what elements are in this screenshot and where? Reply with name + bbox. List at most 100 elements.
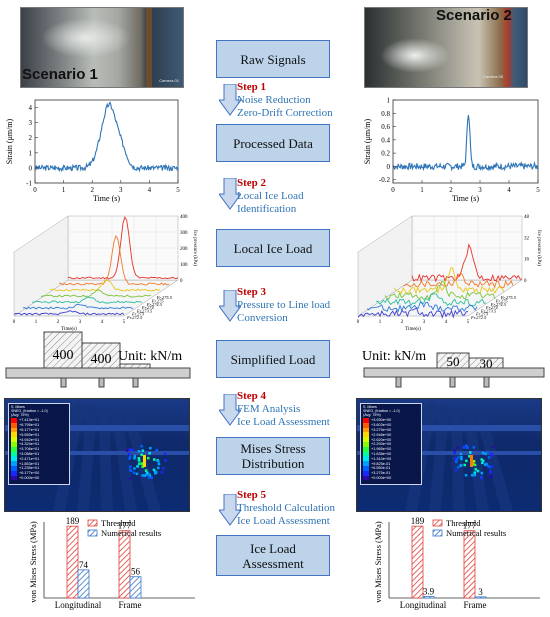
x-axis-label: Time(s) (61, 327, 77, 332)
fem-legend-entry: +1.235e+01 (11, 465, 39, 471)
camera-caption: Camera 01 (159, 78, 179, 83)
frame-series (393, 267, 505, 295)
frame-series (13, 310, 125, 316)
fem-legend: S, Mises SNEG, (fraction = -1.0) (Avg: 7… (360, 403, 422, 485)
camera-caption: Camera 05 (483, 74, 503, 79)
frame-label: Fr.275 (495, 299, 509, 304)
step-2-desc: Local Ice Load Identification (237, 190, 304, 215)
fem-legend-entry: +0.000e+00 (363, 475, 391, 481)
frame-series (366, 301, 478, 313)
down-arrow-icon (219, 84, 241, 116)
fem-legend-entry: +6.177e+00 (11, 470, 39, 476)
z-tick-label: 0 (180, 279, 183, 284)
surface-plot-left: Fr.275.5Fr.275Fr.274.5Fr.274Fr.273.5Fr.2… (13, 215, 197, 332)
y-tick-label: 0 (387, 163, 391, 171)
x-axis-label: Time (s) (452, 194, 479, 203)
x-tick-label: 3 (478, 186, 482, 194)
x-axis-label: Time (s) (93, 194, 120, 203)
bar-value-label: 189 (66, 516, 80, 526)
y-tick-label: 1 (387, 97, 391, 105)
x-tick-label: 1 (62, 186, 66, 194)
y-axis-label: von Mises Stress (MPa) (28, 521, 38, 603)
frame-series (375, 292, 487, 307)
down-arrow-icon (219, 494, 241, 526)
frame-label: Fr.274 (141, 305, 155, 310)
legend-swatch (87, 529, 98, 537)
box-simplified-load: Simplified Load (216, 340, 330, 378)
frame-series (357, 307, 469, 319)
threshold-bar (118, 530, 131, 599)
bar-value-label: 177 (118, 521, 132, 531)
z-axis-label: Ice pressure (kPa) (536, 230, 541, 266)
x-tick-label: 5 (123, 320, 126, 325)
numerical-bar (474, 596, 487, 599)
y-tick-label: 0.2 (381, 150, 390, 158)
y-tick-label: -1 (26, 180, 32, 188)
frame-label: Fr.274.5 (490, 302, 507, 307)
surface-plot-right: Fr.275.5Fr.275Fr.274.5Fr.274Fr.273.5Fr.2… (357, 215, 541, 332)
y-tick-label: 1 (29, 149, 33, 157)
x-tick-label: 3 (79, 320, 82, 325)
frame-series (49, 279, 161, 292)
x-tick-label: 3 (119, 186, 123, 194)
fem-legend-entry: +3.706e+01 (11, 446, 39, 452)
fem-legend-entry: +1.853e+01 (11, 461, 39, 466)
y-tick-label: 2 (29, 134, 33, 142)
x-tick-label: 4 (148, 186, 152, 194)
load-value-2: 400 (91, 352, 112, 367)
x-tick-label: 5 (176, 186, 180, 194)
x-tick-label: 0 (391, 186, 395, 194)
legend-label: Threshold (446, 518, 481, 528)
x-tick-label: 5 (536, 186, 540, 194)
scenario-2-photo: Camera 05 (364, 7, 528, 88)
fem-legend-entry: +3.275e+00 (363, 427, 391, 433)
category-label: Longitudinal (400, 600, 447, 610)
z-tick-label: 32 (524, 236, 530, 241)
numerical-bar (129, 576, 142, 599)
numerical-bar (77, 569, 90, 599)
x-tick-label: 4 (507, 186, 511, 194)
y-tick-label: 3 (29, 119, 33, 127)
box-local-ice-load: Local Ice Load (216, 229, 330, 267)
fem-legend-entry: +4.942e+01 (11, 437, 39, 442)
fem-result-right: S, Mises SNEG, (fraction = -1.0) (Avg: 7… (356, 398, 542, 512)
numerical-bar (422, 596, 435, 599)
x-tick-label: 2 (90, 186, 94, 194)
frame-label: Fr.273.5 (136, 308, 153, 313)
y-tick-label: 4 (29, 104, 33, 112)
bar-value-label: 3 (478, 587, 483, 597)
step-5-desc: Threshold Calculation Ice Load Assessmen… (237, 502, 336, 527)
frame-label: Fr.275.5 (500, 295, 517, 300)
fem-legend-entry: +4.324e+01 (11, 441, 39, 447)
simplified-load-left: 400 400 100 Unit: kN/m (5, 331, 191, 388)
x-tick-label: 4 (101, 320, 104, 325)
z-axis-label: Ice pressure (kPa) (192, 230, 197, 266)
box-mises-stress: Mises Stress Distribution (216, 437, 330, 475)
down-arrow-icon (219, 394, 241, 426)
fem-legend-entry: +0.000e+00 (11, 475, 39, 481)
y-axis-label: Strain (μm/m) (5, 118, 14, 164)
fem-legend-entry: +7.413e+01 (11, 418, 39, 423)
bar-value-label: 56 (131, 567, 141, 577)
step-1-title: Step 1 (237, 81, 267, 93)
fem-legend-entry: +3.088e+01 (11, 451, 39, 457)
fem-legend-entry: +1.638e+00 (363, 451, 391, 457)
bar-value-label: 74 (79, 560, 89, 570)
threshold-bar (463, 530, 476, 599)
fem-legend-entry: +3.603e+00 (363, 422, 391, 428)
x-tick-label: 0 (13, 320, 16, 325)
fem-legend-entry: +2.471e+01 (11, 456, 39, 462)
frame-label: Fr.274 (485, 305, 499, 310)
box-ice-load-assessment: Ice Load Assessment (216, 535, 330, 576)
z-tick-label: 0 (524, 279, 527, 284)
x-tick-label: 1 (379, 320, 382, 325)
deck-plate (5, 367, 191, 379)
fem-legend-entry: +6.795e+01 (11, 422, 39, 428)
unit-label: Unit: kN/m (362, 349, 426, 364)
z-tick-label: 16 (524, 258, 530, 263)
category-label: Frame (119, 600, 142, 610)
z-tick-label: 100 (180, 263, 188, 268)
y-axis-label: von Mises Stress (MPa) (373, 521, 383, 603)
legend-swatch (432, 519, 443, 527)
